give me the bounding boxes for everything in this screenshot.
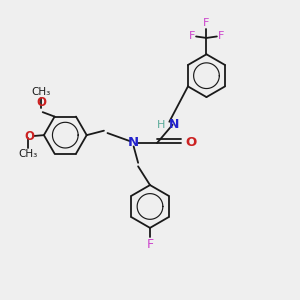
- Text: O: O: [36, 96, 46, 109]
- Text: O: O: [185, 136, 196, 149]
- Text: F: F: [146, 238, 154, 251]
- Text: F: F: [218, 32, 224, 41]
- Text: CH₃: CH₃: [32, 87, 51, 97]
- Text: N: N: [169, 118, 179, 131]
- Text: N: N: [128, 136, 139, 149]
- Text: H: H: [157, 120, 165, 130]
- Text: F: F: [203, 18, 210, 28]
- Text: CH₃: CH₃: [19, 149, 38, 159]
- Text: O: O: [25, 130, 34, 143]
- Text: F: F: [188, 32, 195, 41]
